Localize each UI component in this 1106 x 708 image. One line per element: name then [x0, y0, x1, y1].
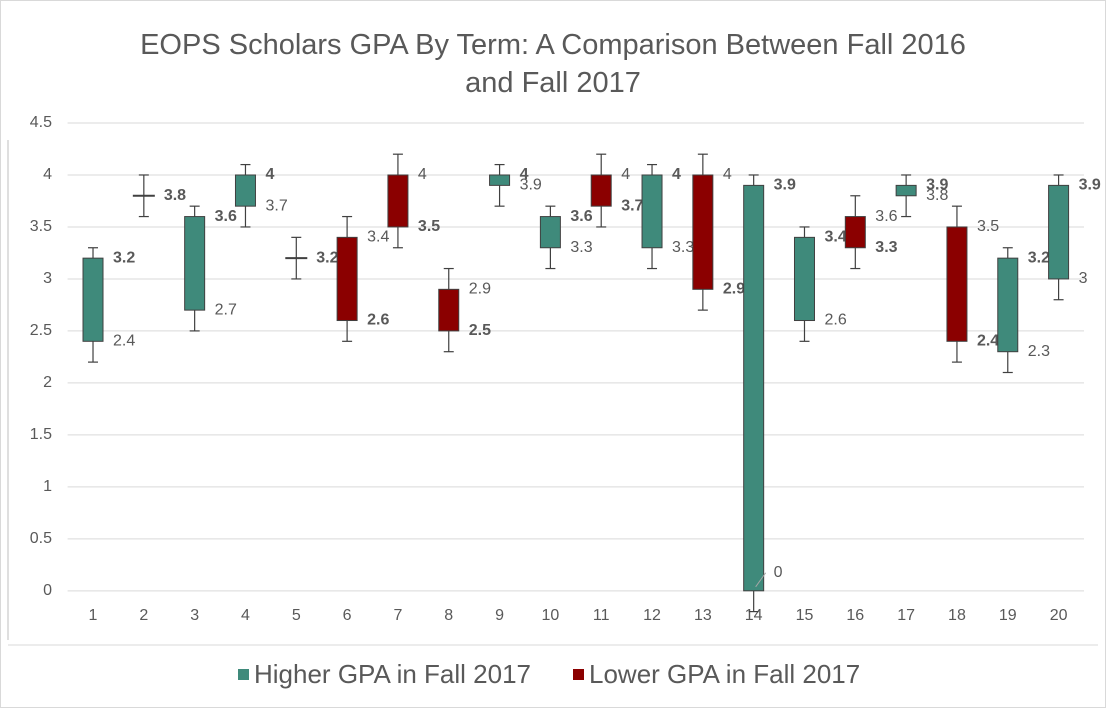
box — [590, 174, 612, 207]
x-tick-label: 11 — [593, 607, 610, 624]
chart-title: EOPS Scholars GPA By Term: A Comparison … — [140, 29, 966, 99]
x-tick-label: 8 — [444, 607, 453, 624]
value-label: 3.9 — [1079, 177, 1101, 194]
x-tick-label: 17 — [897, 607, 915, 624]
box — [539, 216, 561, 249]
value-label: 2.9 — [469, 281, 491, 298]
x-tick-label: 1 — [89, 607, 98, 624]
box — [234, 174, 256, 207]
value-label: 2.7 — [215, 301, 237, 318]
box — [895, 184, 917, 197]
legend-label: Higher GPA in Fall 2017 — [254, 659, 531, 689]
value-label: 3.9 — [926, 177, 948, 194]
x-tick-label: 10 — [541, 607, 559, 624]
value-label: 3.5 — [977, 218, 999, 235]
value-label: 3.6 — [875, 208, 897, 225]
value-label: 3.9 — [774, 177, 796, 194]
box — [692, 174, 714, 290]
value-label: 4 — [621, 166, 630, 183]
x-tick-label: 13 — [694, 607, 712, 624]
box — [438, 288, 460, 332]
y-tick-label: 4 — [43, 166, 52, 183]
value-label: 3.7 — [265, 197, 287, 214]
box — [997, 257, 1019, 353]
value-label: 4 — [418, 166, 427, 183]
box — [743, 184, 765, 592]
value-label: 3.6 — [570, 208, 592, 225]
legend-label: Lower GPA in Fall 2017 — [589, 659, 860, 689]
x-tick-label: 15 — [796, 607, 814, 624]
box — [844, 216, 866, 249]
value-label: 2.3 — [1028, 343, 1050, 360]
value-label: 2.6 — [824, 312, 846, 329]
value-label: 4 — [723, 166, 732, 183]
y-tick-label: 3.5 — [30, 218, 52, 235]
x-tick-label: 6 — [343, 607, 352, 624]
y-tick-label: 2.5 — [30, 322, 52, 339]
value-label: 2.9 — [723, 281, 745, 298]
value-label: 2.6 — [367, 312, 389, 329]
value-label: 3.8 — [926, 187, 948, 204]
value-label: 0 — [774, 564, 783, 581]
box — [336, 236, 358, 322]
value-label: 3.4 — [367, 229, 389, 246]
value-label: 3.5 — [418, 218, 440, 235]
box — [946, 226, 968, 342]
box — [1048, 184, 1070, 280]
value-label: 3.6 — [215, 208, 237, 225]
value-label: 3.3 — [570, 239, 592, 256]
x-tick-label: 19 — [999, 607, 1017, 624]
legend-swatch — [573, 669, 584, 680]
y-tick-label: 2 — [43, 374, 52, 391]
value-label: 3.7 — [621, 197, 643, 214]
x-tick-label: 9 — [495, 607, 504, 624]
value-label: 2.5 — [469, 322, 491, 339]
x-tick-label: 2 — [139, 607, 148, 624]
y-tick-label: 4.5 — [30, 114, 52, 131]
y-tick-label: 0 — [43, 582, 52, 599]
value-label: 3.2 — [1028, 249, 1050, 266]
legend-swatch — [238, 669, 249, 680]
box — [641, 174, 663, 249]
box — [184, 216, 206, 311]
x-tick-label: 16 — [846, 607, 864, 624]
value-label: 4 — [520, 166, 529, 183]
box — [793, 236, 815, 322]
x-tick-label: 20 — [1050, 607, 1068, 624]
x-tick-label: 4 — [241, 607, 250, 624]
value-label: 3.3 — [875, 239, 897, 256]
value-label: 3.8 — [164, 187, 186, 204]
x-tick-label: 18 — [948, 607, 966, 624]
x-tick-label: 3 — [190, 607, 199, 624]
value-label: 2.4 — [977, 333, 999, 350]
y-tick-label: 1 — [43, 478, 52, 495]
value-label: 3.9 — [520, 177, 542, 194]
value-label: 2.4 — [113, 333, 135, 350]
x-tick-label: 12 — [643, 607, 661, 624]
value-label: 3.4 — [824, 229, 846, 246]
value-label: 3.3 — [672, 239, 694, 256]
value-label: 3.2 — [113, 249, 135, 266]
box — [387, 174, 409, 228]
box — [489, 174, 511, 186]
value-label: 4 — [265, 166, 274, 183]
box — [82, 257, 104, 342]
y-tick-label: 0.5 — [30, 530, 52, 547]
y-tick-label: 1.5 — [30, 426, 52, 443]
value-label: 3.2 — [316, 249, 338, 266]
value-label: 4 — [672, 166, 681, 183]
leader — [755, 572, 767, 588]
x-tick-label: 5 — [292, 607, 301, 624]
value-label: 3 — [1079, 270, 1088, 287]
x-tick-label: 7 — [393, 607, 402, 624]
y-tick-label: 3 — [43, 270, 52, 287]
